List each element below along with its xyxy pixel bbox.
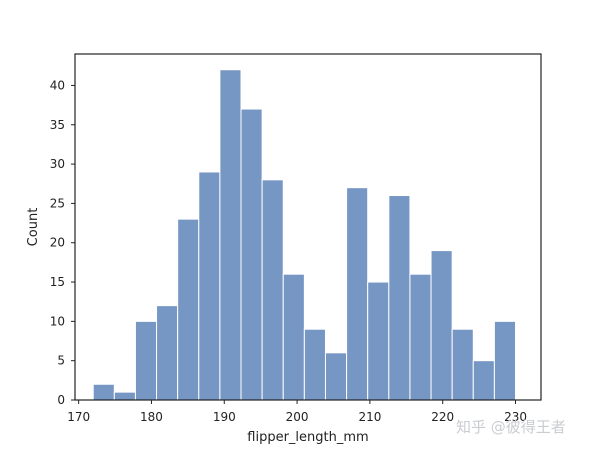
histogram-bar-15 — [409, 273, 432, 401]
y-tick-label: 25 — [50, 196, 65, 210]
x-tick-label: 180 — [140, 410, 163, 424]
histogram-bar-14 — [388, 195, 411, 401]
bars-group — [92, 69, 517, 401]
histogram-bar-8 — [261, 179, 284, 401]
histogram-bar-13 — [367, 281, 390, 401]
y-tick-label: 15 — [50, 275, 65, 289]
y-tick-label: 5 — [57, 354, 65, 368]
y-tick-label: 35 — [50, 118, 65, 132]
y-tick-label: 40 — [50, 78, 65, 92]
y-tick-label: 20 — [50, 236, 65, 250]
histogram-bar-10 — [303, 328, 326, 401]
y-axis-ticks: 0 5 10 15 20 25 30 35 40 — [50, 78, 75, 407]
x-axis-ticks: 170 180 190 200 210 220 230 — [67, 400, 527, 424]
x-tick-label: 220 — [431, 410, 454, 424]
histogram-bar-16 — [430, 250, 453, 401]
histogram-bar-1 — [113, 391, 136, 401]
histogram-bar-9 — [282, 273, 305, 401]
y-tick-label: 30 — [50, 157, 65, 171]
x-tick-label: 190 — [213, 410, 236, 424]
x-tick-label: 200 — [286, 410, 309, 424]
x-axis-label: flipper_length_mm — [247, 430, 368, 445]
y-tick-label: 0 — [57, 393, 65, 407]
histogram-bar-7 — [240, 108, 263, 401]
x-tick-label: 170 — [67, 410, 90, 424]
histogram-bar-17 — [451, 328, 474, 401]
histogram-bar-2 — [134, 320, 158, 401]
plot-frame — [74, 53, 542, 401]
y-tick-label: 10 — [50, 314, 65, 328]
x-tick-label: 230 — [504, 410, 527, 424]
histogram-bar-19 — [493, 320, 517, 401]
histogram-bar-6 — [219, 69, 242, 401]
histogram-bar-12 — [346, 187, 369, 401]
y-axis-label: Count — [26, 208, 41, 247]
histogram-bar-18 — [472, 360, 495, 401]
watermark-text: 知乎 @彼得王者 — [456, 418, 566, 436]
histogram-bar-11 — [324, 352, 348, 401]
x-tick-label: 210 — [358, 410, 381, 424]
histogram-bar-3 — [156, 305, 179, 401]
histogram-bar-0 — [92, 383, 115, 401]
histogram-bar-4 — [177, 218, 200, 401]
histogram-bar-5 — [198, 171, 221, 401]
